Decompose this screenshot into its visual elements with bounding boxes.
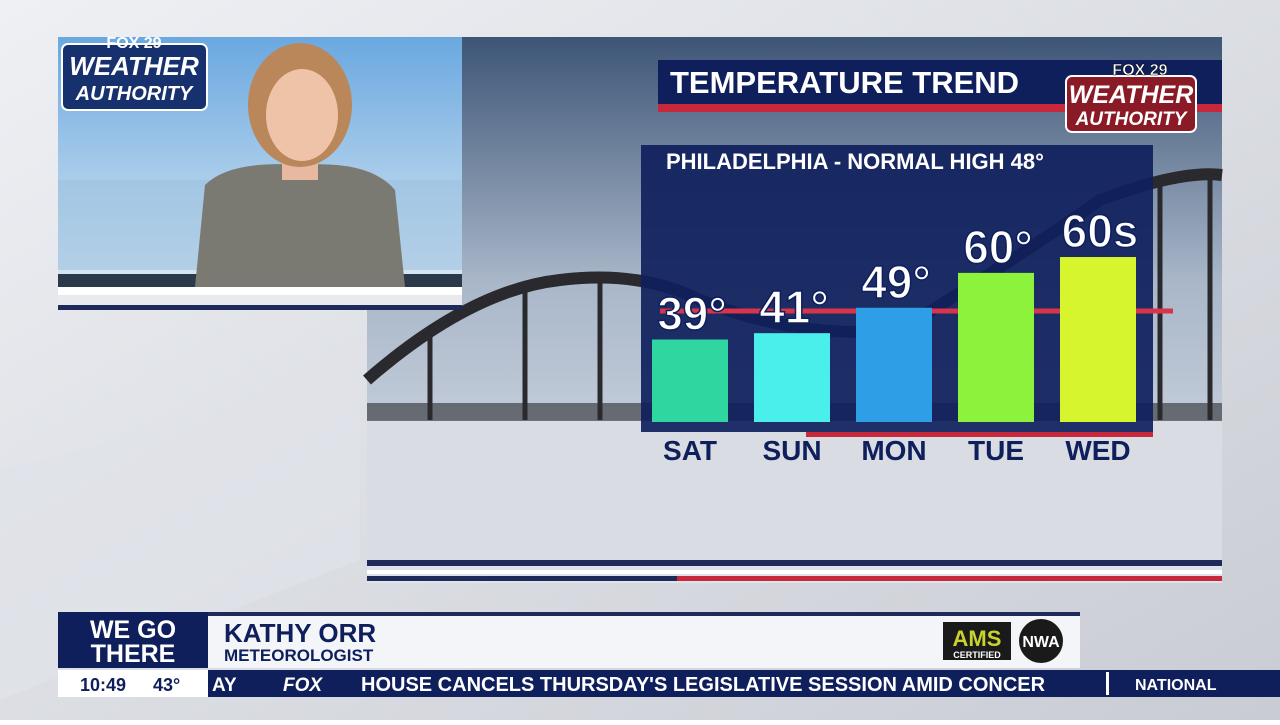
- value-label: 41°: [759, 281, 829, 333]
- clock: 10:49: [80, 675, 126, 695]
- ticker-headline: HOUSE CANCELS THURSDAY'S LEGISLATIVE SES…: [361, 674, 1046, 696]
- person-name: KATHY ORR: [224, 618, 376, 648]
- logo: FOX 29 WEATHER AUTHORITY: [1065, 62, 1197, 133]
- value-label: 39°: [657, 288, 727, 340]
- x-tick-label: SAT: [663, 435, 717, 466]
- value-label: 60°: [963, 221, 1033, 273]
- chart-subtitle: PHILADELPHIA - NORMAL HIGH 48°: [666, 149, 1044, 174]
- x-tick-label: WED: [1065, 435, 1130, 466]
- value-label: 49°: [861, 256, 931, 308]
- bar: [652, 339, 728, 422]
- inset-logo-brand: FOX 29: [106, 35, 161, 52]
- bar: [1060, 257, 1136, 422]
- lower-third: WE GO THERE KATHY ORR METEOROLOGIST AMS …: [58, 612, 1080, 668]
- bar: [754, 333, 830, 422]
- ticker-prev: AY: [212, 675, 237, 696]
- person-role: METEOROLOGIST: [224, 646, 374, 665]
- x-tick-label: TUE: [968, 435, 1024, 466]
- inset-video: FOX 29 WEATHER AUTHORITY: [58, 35, 462, 310]
- bar: [856, 307, 932, 422]
- logo-line2: AUTHORITY: [1075, 109, 1189, 130]
- inset-logo-line2: AUTHORITY: [75, 83, 194, 105]
- x-tick-label: SUN: [762, 435, 821, 466]
- logo-line1: WEATHER: [1069, 81, 1194, 109]
- chart-title: TEMPERATURE TREND: [670, 65, 1019, 100]
- ticker: 10:49 43° AY FOX HOUSE CANCELS THURSDAY'…: [58, 670, 1280, 697]
- badge-1-sub: CERTIFIED: [953, 650, 1001, 660]
- logo-brand: FOX 29: [1112, 62, 1167, 79]
- chart-box-edge: [806, 432, 1153, 437]
- ticker-next: NATIONAL: [1135, 677, 1217, 694]
- slogan-2: THERE: [91, 640, 176, 668]
- current-temp: 43°: [153, 675, 180, 695]
- inset-logo-line1: WEATHER: [69, 51, 199, 81]
- badge-2: NWA: [1022, 634, 1060, 651]
- badge-1: AMS: [953, 626, 1002, 651]
- bar: [958, 272, 1034, 422]
- value-label: 60s: [1062, 205, 1139, 257]
- title-underline: [658, 104, 1222, 112]
- ticker-network: FOX: [283, 675, 323, 696]
- slogan-1: WE GO: [90, 616, 176, 644]
- x-tick-label: MON: [861, 435, 926, 466]
- plot: 39° SAT 41° SUN 49° MON 60° TUE 60s WED: [652, 204, 1173, 466]
